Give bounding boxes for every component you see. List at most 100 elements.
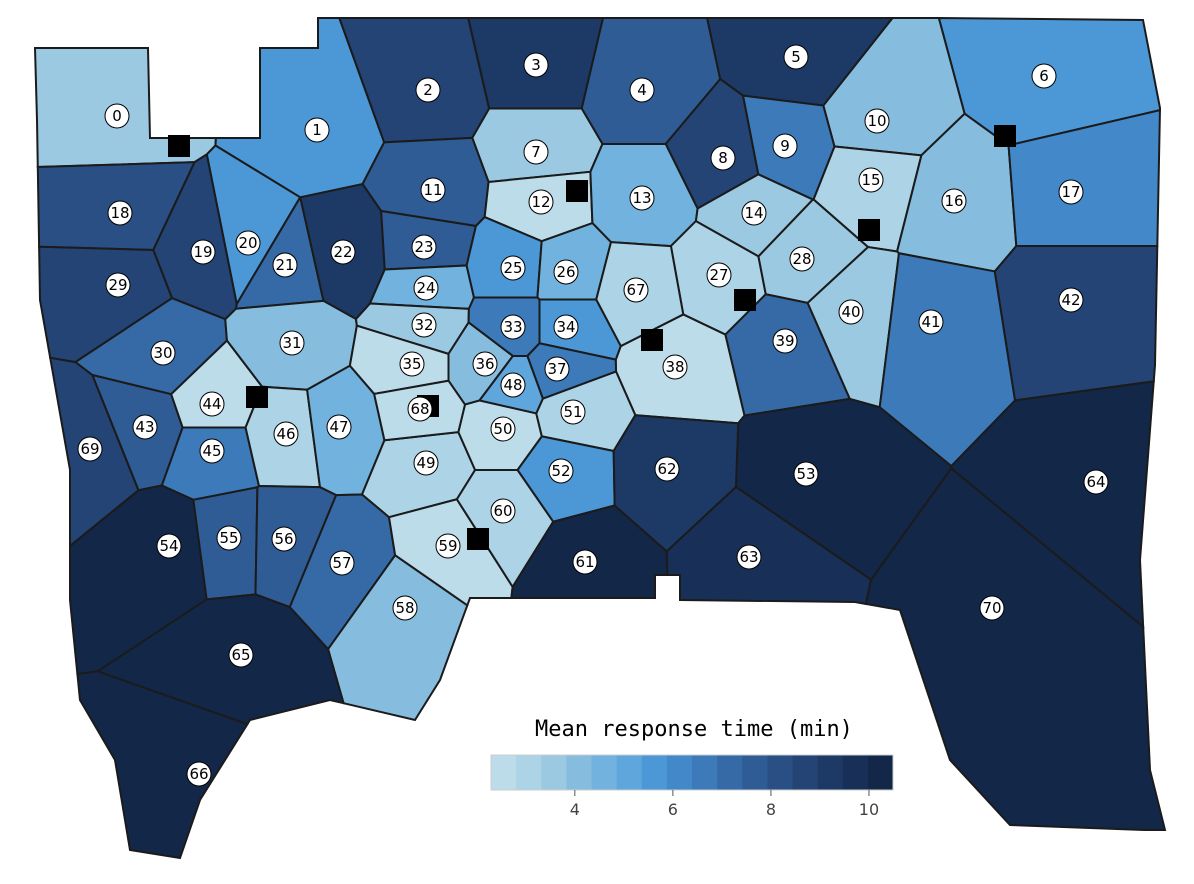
label-circle [411,312,437,338]
colorbar-tick-label: 4 [570,800,580,819]
colorbar-segment [742,755,768,790]
label-circle [228,642,254,668]
label-circle [413,450,439,476]
colorbar-segment [666,755,693,790]
district-label: 37 [547,360,566,378]
district-label: 2 [423,81,433,99]
district-label: 6 [1039,67,1049,85]
label-circle [783,44,809,70]
district-label: 26 [556,263,575,281]
district-label: 43 [135,418,154,436]
station [858,219,880,241]
label-circle [1058,287,1084,313]
district-label: 60 [493,502,512,520]
district-label: 52 [551,462,570,480]
label-circle [199,391,225,417]
district-label: 25 [503,259,522,277]
label-circle [560,399,586,425]
station [566,180,588,202]
district-label: 48 [503,376,522,394]
district-label: 32 [414,316,433,334]
label-circle [132,414,158,440]
label-circle [629,185,655,211]
district-label: 27 [709,266,728,284]
district [864,467,1167,831]
label-circle [772,133,798,159]
label-circle [271,526,297,552]
district-label: 28 [792,250,811,268]
colorbar-segment [516,755,542,790]
colorbar-tick-label: 10 [859,800,879,819]
district-label: 64 [1086,473,1105,491]
district-label: 31 [282,334,301,352]
label-circle [864,108,890,134]
colorbar-tick-label: 8 [766,800,776,819]
district-label: 63 [739,548,758,566]
label-circle [326,414,352,440]
district [76,670,249,860]
label-circle [553,314,579,340]
label-circle [523,139,549,165]
district-label: 61 [575,553,594,571]
label-circle [789,246,815,272]
label-circle [186,761,212,787]
district-label: 9 [780,137,790,155]
district-label: 29 [108,276,127,294]
label-circle [420,177,446,203]
district-label: 65 [231,646,250,664]
district-label: 1 [312,121,322,139]
district-label: 17 [1061,183,1080,201]
district-label: 53 [796,465,815,483]
label-circle [500,372,526,398]
label-circle [553,259,579,285]
district-label: 68 [410,400,429,418]
colorbar-segment [792,755,819,790]
label-circle [793,461,819,487]
district-label: 33 [503,318,522,336]
label-circle [1058,179,1084,205]
district-label: 38 [665,358,684,376]
district-label: 36 [475,355,494,373]
district-label: 62 [657,460,676,478]
label-circle [104,103,130,129]
colorbar-segment [842,755,869,790]
label-circle [654,456,680,482]
district-label: 58 [395,599,414,617]
district-label: 67 [626,281,645,299]
label-circle [1083,469,1109,495]
label-circle [490,498,516,524]
district-label: 18 [110,204,129,222]
district-label: 19 [193,243,212,261]
station [994,125,1016,147]
label-circle [399,351,425,377]
label-circle [105,272,131,298]
label-circle [706,262,732,288]
label-circle [411,234,437,260]
station [467,528,489,550]
label-circle [838,299,864,325]
colorbar-segment [717,755,743,790]
district-label: 34 [556,318,575,336]
label-circle [941,188,967,214]
district-label: 39 [775,332,794,350]
district-label: 69 [80,440,99,458]
district-label: 8 [718,149,728,167]
label-circle [858,167,884,193]
district-label: 45 [202,442,221,460]
colorbar-segment [566,755,592,790]
label-circle [736,544,762,570]
district-label: 40 [841,303,860,321]
label-circle [544,356,570,382]
district-label: 70 [982,599,1001,617]
colorbar-tick-label: 6 [668,800,678,819]
district-label: 10 [867,112,886,130]
district-label: 49 [416,454,435,472]
colorbar-frame [490,754,894,791]
label-circle [548,458,574,484]
label-circle [199,438,225,464]
district-label: 55 [219,529,238,547]
district-label: 24 [416,279,435,297]
label-circle [329,550,355,576]
